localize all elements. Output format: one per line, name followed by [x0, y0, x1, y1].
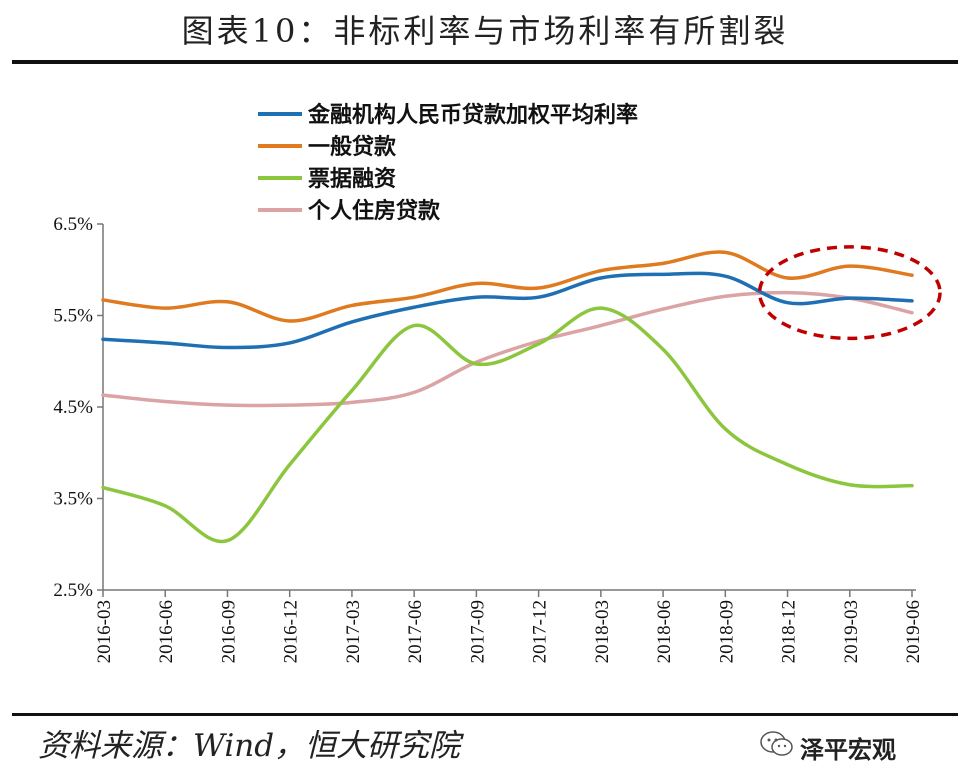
x-tick-label: 2019-03 — [841, 600, 862, 663]
x-tick-label: 2018-03 — [592, 600, 613, 663]
x-tick-label: 2017-03 — [343, 600, 364, 663]
legend-label-1: 金融机构人民币贷款加权平均利率 — [307, 102, 638, 128]
legend-label-4: 个人住房贷款 — [308, 198, 441, 224]
source-rule — [12, 713, 958, 716]
legend-label-2: 一般贷款 — [308, 134, 397, 160]
highlight-ellipse — [757, 245, 942, 341]
annotation-layer — [757, 245, 942, 341]
x-tick-label: 2016-09 — [218, 600, 239, 663]
page-title: 图表10：非标利率与市场利率有所割裂 — [181, 12, 789, 50]
watermark: 泽平宏观 — [800, 736, 896, 764]
y-tick-label: 2.5% — [53, 580, 93, 601]
y-tick-label: 3.5% — [53, 489, 93, 510]
x-tick-label: 2018-12 — [779, 600, 800, 663]
x-tick-label: 2017-09 — [467, 600, 488, 663]
x-tick-label: 2016-12 — [281, 600, 302, 663]
x-tick-label: 2018-06 — [654, 600, 675, 663]
series-line-4 — [101, 290, 914, 408]
y-tick-label: 4.5% — [53, 397, 93, 418]
legend-label-3: 票据融资 — [308, 167, 396, 192]
x-tick-label: 2019-06 — [903, 600, 924, 663]
axes: 2.5% 3.5% 4.5% 5.5% 6.5% 2016-03 2016-06 2016-0… — [53, 214, 924, 663]
x-tick-label: 2016-06 — [156, 600, 177, 663]
x-tick-label: 2016-03 — [94, 600, 115, 663]
y-tick-label: 6.5% — [53, 214, 93, 235]
series-layer — [101, 250, 914, 544]
x-tick-label: 2017-12 — [530, 600, 551, 663]
wechat-icon — [760, 731, 793, 756]
series-line-2 — [101, 250, 914, 323]
x-tick-label: 2017-06 — [405, 600, 426, 663]
x-tick-label: 2018-09 — [716, 600, 737, 663]
y-tick-label: 5.5% — [53, 306, 93, 327]
series-line-1 — [101, 271, 914, 350]
source-note: 资料来源：Wind，恒大研究院 — [38, 728, 461, 764]
title-rule — [12, 60, 958, 64]
series-line-3 — [101, 306, 914, 544]
